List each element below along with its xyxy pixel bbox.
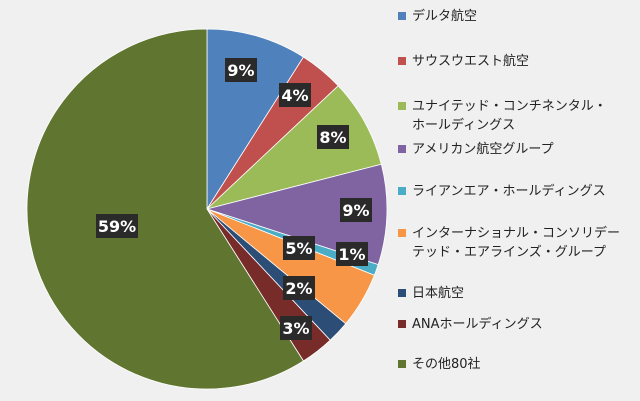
legend-label: サウスウエスト航空 (412, 52, 638, 71)
legend-swatch (398, 145, 406, 153)
legend-label-line: ライアンエア・ホールディングス (412, 184, 606, 199)
svg-text:1%: 1% (338, 245, 365, 264)
pie-slice (206, 85, 382, 210)
slice-data-label: 1% (336, 242, 368, 266)
svg-text:4%: 4% (281, 86, 308, 105)
legend-label: 日本航空 (412, 284, 638, 303)
legend-label: デルタ航空 (412, 7, 638, 26)
legend-swatch (398, 360, 406, 368)
legend-label-line: ユナイテッド・コンチネンタル・ (412, 99, 607, 114)
legend-label-line: 日本航空 (412, 286, 465, 301)
svg-text:5%: 5% (285, 239, 312, 258)
svg-text:2%: 2% (285, 279, 312, 298)
legend-label-line: インターナショナル・コンソリデー (412, 226, 621, 241)
svg-text:9%: 9% (227, 61, 254, 80)
legend-label: ユナイテッド・コンチネンタル・ ホールディングス (412, 97, 638, 135)
legend-swatch (398, 102, 406, 110)
svg-text:59%: 59% (98, 217, 136, 236)
slice-data-label: 2% (283, 276, 315, 300)
legend-label-line: デルタ航空 (412, 9, 478, 24)
legend-label: ANAホールディングス (412, 315, 638, 334)
legend-swatch (398, 320, 406, 328)
legend-label-line: ANAホールディングス (412, 317, 543, 332)
svg-text:8%: 8% (319, 128, 346, 147)
legend-swatch (398, 289, 406, 297)
legend-label: アメリカン航空グループ (412, 140, 638, 159)
legend-swatch (398, 187, 406, 195)
legend-label-line: ホールディングス (412, 118, 516, 133)
chart-legend: デルタ航空サウスウエスト航空ユナイテッド・コンチネンタル・ ホールディングスアメリ… (398, 0, 638, 401)
legend-label-line: アメリカン航空グループ (412, 142, 554, 157)
legend-label: その他80社 (412, 355, 638, 374)
legend-label: ライアンエア・ホールディングス (412, 182, 638, 201)
legend-swatch (398, 57, 406, 65)
slice-data-label: 9% (340, 198, 372, 222)
legend-label-line: サウスウエスト航空 (412, 54, 530, 69)
slice-data-label: 8% (317, 125, 349, 149)
svg-text:9%: 9% (342, 201, 369, 220)
svg-text:3%: 3% (282, 319, 309, 338)
slice-data-label: 9% (225, 58, 257, 82)
legend-swatch (398, 229, 406, 237)
legend-swatch (398, 12, 406, 20)
legend-label: インターナショナル・コンソリデー テッド・エアラインズ・グループ (412, 224, 638, 262)
slice-data-label: 4% (279, 83, 311, 107)
pie-slice (205, 163, 388, 266)
slice-data-label: 59% (96, 214, 138, 238)
slice-data-label: 3% (280, 316, 312, 340)
legend-label-line: テッド・エアラインズ・グループ (412, 245, 606, 260)
legend-label-line: その他80社 (412, 357, 481, 372)
slice-data-label: 5% (283, 236, 315, 260)
pie-slice (26, 28, 305, 390)
